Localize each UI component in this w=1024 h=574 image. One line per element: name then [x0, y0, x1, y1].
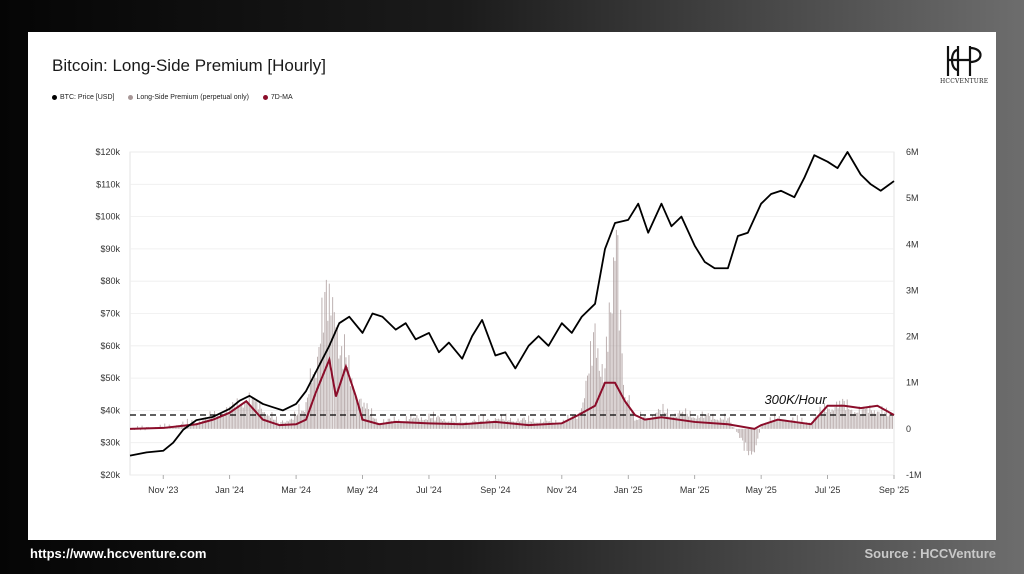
x-tick-label: Nov '24 — [547, 485, 577, 495]
chart-card: Bitcoin: Long-Side Premium [Hourly] BTC:… — [28, 32, 996, 540]
y-right-tick-label: 1M — [906, 378, 919, 388]
x-tick-label: Mar '24 — [281, 485, 311, 495]
x-tick-label: Mar '25 — [680, 485, 710, 495]
legend-label-price: BTC: Price [USD] — [60, 94, 115, 101]
y-right-tick-label: 3M — [906, 285, 919, 295]
x-tick-label: May '24 — [347, 485, 378, 495]
x-tick-label: Jul '25 — [815, 485, 841, 495]
y-left-tick-label: $30k — [100, 438, 120, 448]
y-left-tick-label: $110k — [96, 179, 120, 189]
legend-item-ma: 7D-MA — [262, 94, 293, 101]
y-left-tick-label: $20k — [100, 470, 120, 480]
footer-url-link[interactable]: https://www.hccventure.com — [30, 546, 207, 561]
footer-source: Source : HCCVenture — [864, 546, 996, 561]
x-tick-label: Nov '23 — [148, 485, 178, 495]
y-right-tick-label: 0 — [906, 424, 911, 434]
x-tick-label: Jul '24 — [416, 485, 442, 495]
legend-item-price: BTC: Price [USD] — [52, 94, 114, 101]
legend-label-premium: Long-Side Premium (perpetual only) — [136, 94, 249, 101]
y-right-tick-label: 5M — [906, 193, 919, 203]
logo-text: HCCVENTURE — [940, 78, 989, 85]
legend-label-ma: 7D-MA — [270, 94, 293, 101]
y-left-tick-label: $90k — [100, 244, 120, 254]
chart-plot: $20k $30k $40k $50k $60k $70k $80k $90k $100k $11… — [95, 147, 922, 495]
legend-dot-price — [52, 95, 57, 100]
y-left-tick-label: $40k — [100, 405, 120, 415]
legend-dot-ma — [262, 95, 268, 100]
y-left-tick-label: $100k — [95, 212, 120, 222]
y-left-tick-label: $70k — [100, 309, 120, 319]
chart-title: Bitcoin: Long-Side Premium [Hourly] — [52, 56, 327, 75]
x-tick-label: Jan '24 — [215, 485, 244, 495]
y-left-tick-label: $120k — [95, 147, 120, 157]
y-left-tick-label: $60k — [100, 341, 120, 351]
y-left-tick-label: $80k — [100, 276, 120, 286]
ma-series-line — [129, 356, 895, 430]
y-right-tick-label: 4M — [906, 239, 919, 249]
x-tick-label: May '25 — [746, 485, 777, 495]
y-right-tick-label: 2M — [906, 332, 919, 342]
legend-dot-premium — [128, 95, 134, 100]
y-right-tick-label: -1M — [906, 470, 922, 480]
threshold-label: 300K/Hour — [764, 392, 827, 407]
x-tick-label: Jan '25 — [614, 485, 643, 495]
y-left-tick-label: $50k — [100, 373, 120, 383]
chart-legend: BTC: Price [USD] Long-Side Premium (perp… — [52, 94, 293, 101]
x-tick-label: Sep '24 — [480, 485, 510, 495]
price-series-line — [129, 151, 895, 457]
x-tick-label: Sep '25 — [879, 485, 909, 495]
y-right-tick-label: 6M — [906, 147, 919, 157]
legend-item-premium: Long-Side Premium (perpetual only) — [128, 94, 249, 101]
hcc-monogram-logo — [946, 46, 982, 76]
